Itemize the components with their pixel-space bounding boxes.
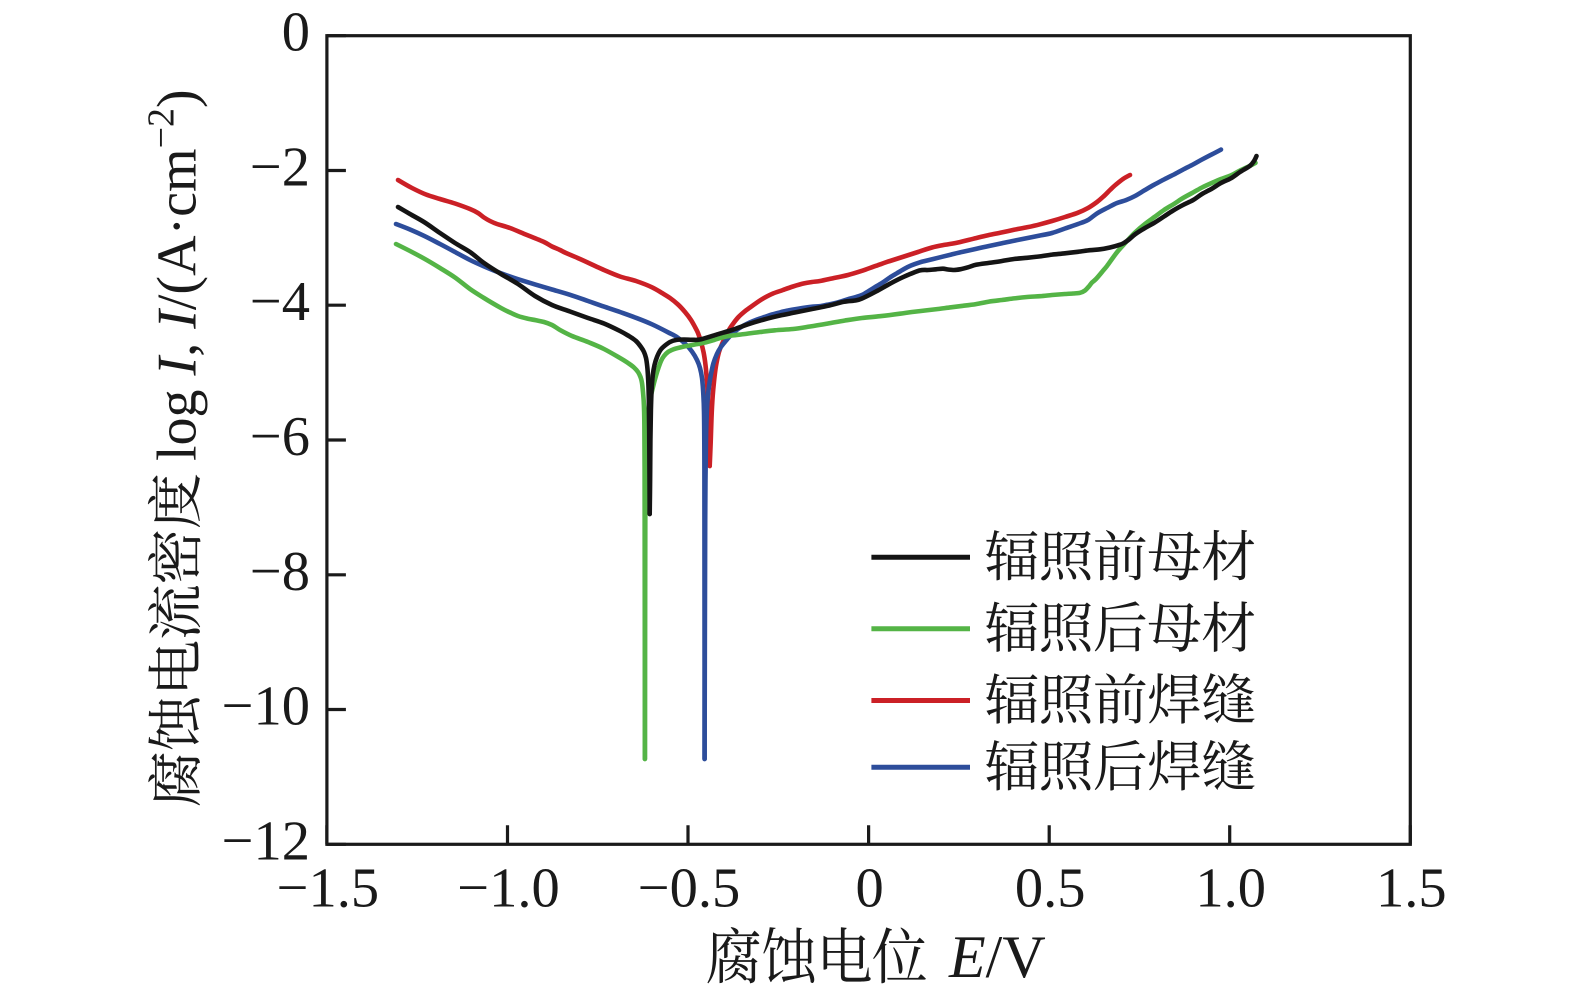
svg-text:−0.5: −0.5 — [638, 857, 741, 919]
svg-text:0: 0 — [855, 857, 883, 919]
svg-text:−1.5: −1.5 — [277, 857, 380, 919]
svg-text:1.0: 1.0 — [1195, 857, 1266, 919]
svg-text:−6: −6 — [250, 406, 310, 468]
svg-text:E/V: E/V — [948, 924, 1046, 990]
svg-text:log I, I/(A·cm−2): log I, I/(A·cm−2) — [141, 89, 209, 461]
svg-text:−10: −10 — [222, 676, 310, 738]
svg-text:−2: −2 — [250, 137, 310, 199]
svg-text:−12: −12 — [222, 810, 310, 872]
svg-text:1.5: 1.5 — [1376, 857, 1447, 919]
svg-text:0.5: 0.5 — [1015, 857, 1086, 919]
svg-text:0: 0 — [282, 2, 310, 64]
svg-text:−8: −8 — [250, 541, 310, 603]
svg-text:−4: −4 — [250, 271, 310, 333]
svg-text:−1.0: −1.0 — [457, 857, 560, 919]
